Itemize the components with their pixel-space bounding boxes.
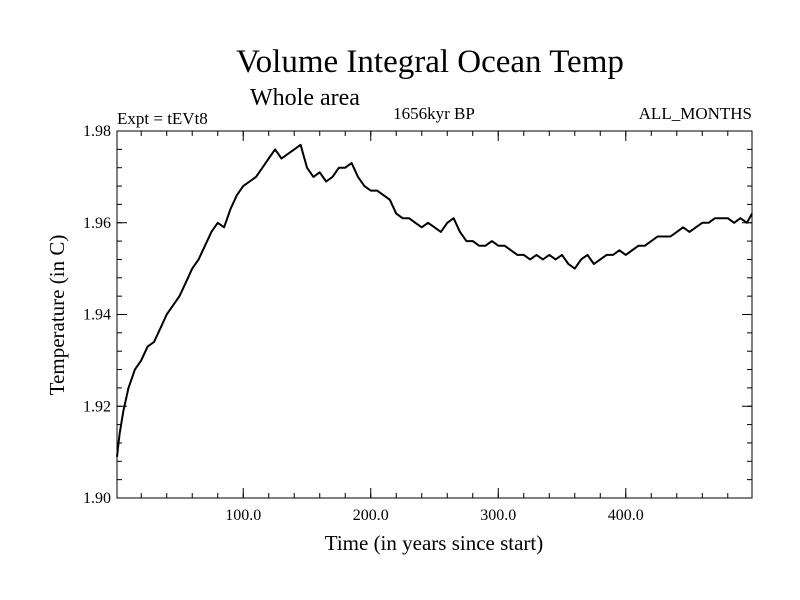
y-tick-label: 1.98 [83,123,111,140]
y-axis-ticks: 1.90 1.92 1.94 1.96 1.98 [83,123,752,507]
x-tick-label: 100.0 [225,507,261,524]
x-tick-label: 300.0 [480,507,516,524]
chart-title: Volume Integral Ocean Temp [236,44,624,80]
x-tick-label: 200.0 [353,507,389,524]
chart-subtitle: Whole area [250,85,360,111]
y-axis-label: Temperature (in C) [45,235,69,396]
y-tick-label: 1.92 [83,398,111,415]
x-axis-label: Time (in years since start) [325,531,544,555]
x-axis-ticks: 100.0 200.0 300.0 400.0 [225,131,644,524]
series-line-ocean-temp [116,143,753,457]
x-minor-ticks [140,131,729,498]
y-tick-label: 1.94 [83,307,111,324]
annotation-period: 1656kyr BP [393,104,475,123]
annotation-experiment: Expt = tEVt8 [117,109,208,128]
y-minor-ticks [117,130,752,499]
y-tick-label: 1.90 [83,490,111,507]
annotation-months: ALL_MONTHS [639,104,752,123]
y-tick-label: 1.96 [83,215,111,232]
x-tick-label: 400.0 [608,507,644,524]
plot-frame [116,130,753,499]
